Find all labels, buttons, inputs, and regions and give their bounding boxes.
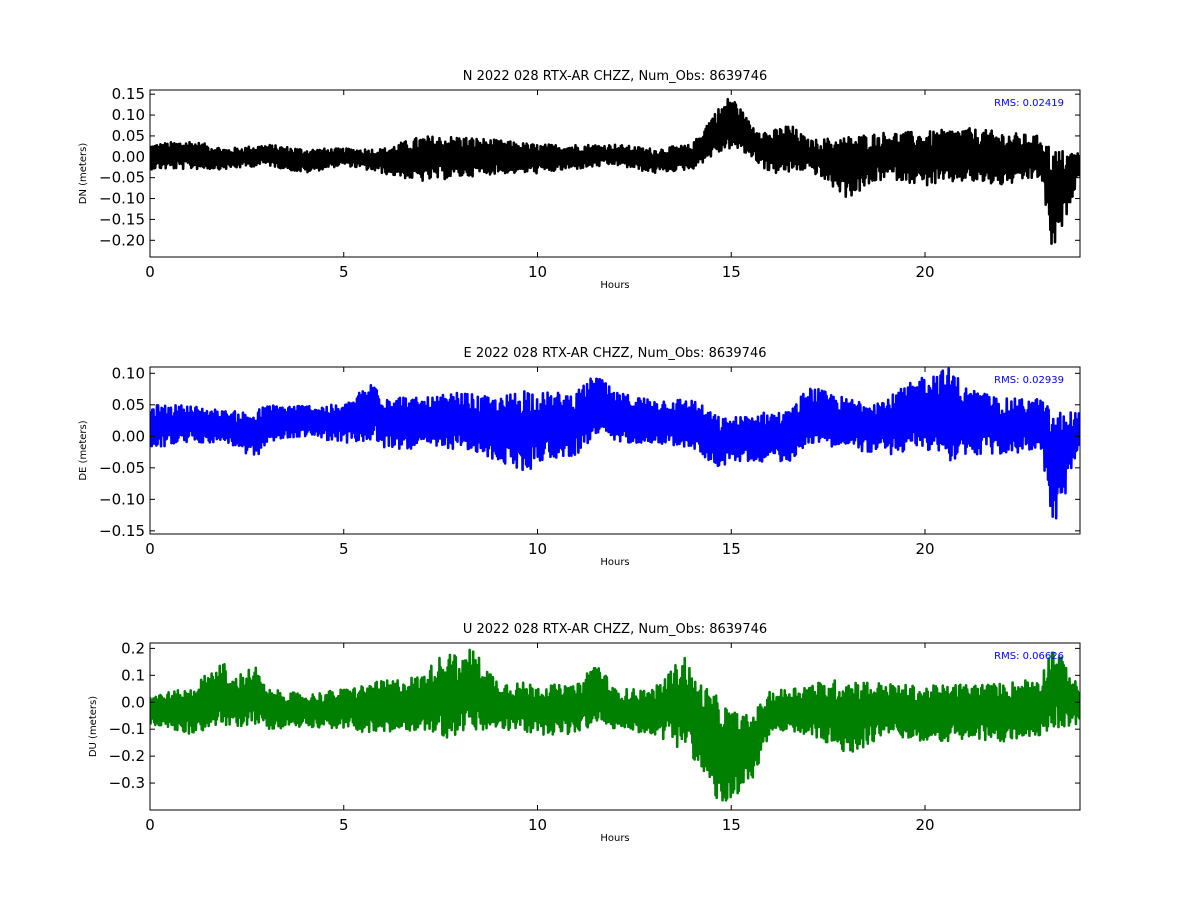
y-tick-label: 0.10	[112, 106, 145, 124]
y-tick-label: −0.2	[109, 747, 145, 765]
x-tick-label: 5	[339, 816, 349, 834]
y-tick-label: −0.3	[109, 774, 145, 792]
data-line-n	[150, 97, 1080, 245]
y-tick-label: 0.1	[121, 666, 145, 684]
x-tick-label: 15	[722, 540, 741, 558]
axes-frame-n	[149, 89, 1081, 258]
chart-title-e: E 2022 028 RTX-AR CHZZ, Num_Obs: 8639746	[464, 346, 767, 361]
panel-u: 0 5 10 15 20 0.2 0.1 0.0 −0.1 −0.2 −0.3 U 2022 028 …	[88, 622, 1081, 844]
y-tick-label: −0.05	[99, 169, 145, 187]
x-axis-label-u: Hours	[600, 833, 629, 844]
rms-annotation-u: RMS: 0.06626	[994, 651, 1064, 662]
x-tick-label: 10	[528, 263, 547, 281]
rms-annotation-e: RMS: 0.02939	[994, 375, 1064, 386]
y-tick-label: 0.05	[112, 127, 145, 145]
y-tick-label: 0.0	[121, 693, 145, 711]
chart-title-u: U 2022 028 RTX-AR CHZZ, Num_Obs: 8639746	[463, 622, 767, 637]
y-axis-label-n: DN (meters)	[78, 143, 89, 205]
x-tick-label: 0	[145, 816, 155, 834]
y-tick-label: −0.10	[99, 190, 145, 208]
x-tick-label: 0	[145, 263, 155, 281]
y-tick-label: 0.00	[112, 427, 145, 445]
y-tick-label: 0.2	[121, 639, 145, 657]
rms-annotation-n: RMS: 0.02419	[994, 98, 1064, 109]
chart-title-n: N 2022 028 RTX-AR CHZZ, Num_Obs: 8639746	[463, 69, 768, 84]
y-tick-label: −0.10	[99, 490, 145, 508]
y-axis-label-u: DU (meters)	[88, 696, 99, 757]
y-tick-label: 0.10	[112, 364, 145, 382]
x-axis-label-n: Hours	[600, 280, 629, 291]
y-tick-label: −0.15	[99, 522, 145, 540]
y-tick-label: −0.15	[99, 210, 145, 228]
x-tick-label: 15	[722, 263, 741, 281]
y-tick-label: −0.1	[109, 720, 145, 738]
y-tick-label: −0.05	[99, 459, 145, 477]
panel-n: 0 5 10 15 20 0.15 0.10 0.05 0.00 −0.05 −0.10 −0.15 −…	[78, 69, 1081, 291]
axes-frame-u	[149, 642, 1081, 811]
data-line-e	[150, 367, 1080, 520]
panel-e: 0 5 10 15 20 0.10 0.05 0.00 −0.05 −0.10 −0.15 E 202…	[78, 346, 1081, 568]
x-tick-label: 20	[915, 540, 934, 558]
x-tick-label: 5	[339, 263, 349, 281]
y-tick-label: 0.15	[112, 85, 145, 103]
x-tick-label: 15	[722, 816, 741, 834]
y-tick-label: −0.20	[99, 231, 145, 249]
x-tick-label: 10	[528, 816, 547, 834]
x-tick-label: 20	[915, 263, 934, 281]
y-tick-label: 0.05	[112, 396, 145, 414]
y-axis-label-e: DE (meters)	[78, 420, 89, 480]
y-tick-label: 0.00	[112, 148, 145, 166]
axes-frame-e	[149, 366, 1081, 535]
x-axis-label-e: Hours	[600, 557, 629, 568]
x-tick-label: 20	[915, 816, 934, 834]
x-tick-label: 0	[145, 540, 155, 558]
x-tick-label: 5	[339, 540, 349, 558]
data-line-u	[150, 648, 1080, 802]
x-tick-label: 10	[528, 540, 547, 558]
